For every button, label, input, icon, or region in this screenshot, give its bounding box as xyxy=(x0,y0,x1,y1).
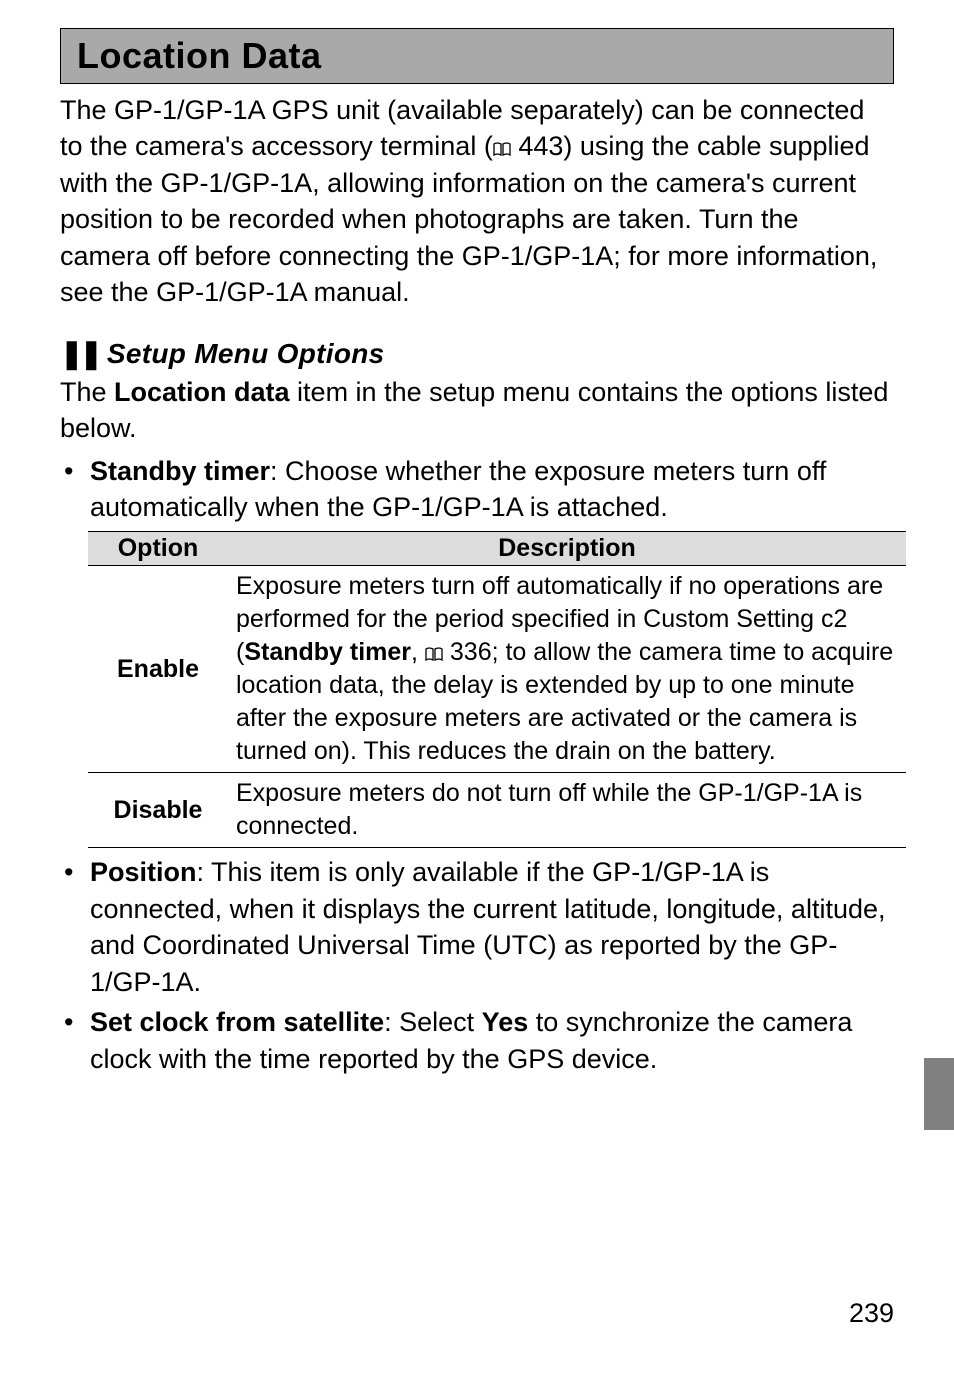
section-title: Location Data xyxy=(77,35,322,77)
page-number: 239 xyxy=(849,1298,894,1329)
enable-desc-mid1: , xyxy=(411,638,425,666)
table-row: Disable Exposure meters do not turn off … xyxy=(88,773,906,848)
bullet-standby-timer: Standby timer: Choose whether the exposu… xyxy=(60,453,894,526)
page-root: Location Data The GP-1/GP-1A GPS unit (a… xyxy=(0,28,954,1373)
desc-disable: Exposure meters do not turn off while th… xyxy=(228,773,906,848)
bullet3-bold2: Yes xyxy=(482,1007,529,1037)
bullet3-bold: Set clock from satellite xyxy=(90,1007,384,1037)
opt-enable: Enable xyxy=(88,566,228,773)
section-header-bar: Location Data xyxy=(60,28,894,84)
bullet-set-clock: Set clock from satellite: Select Yes to … xyxy=(60,1004,894,1077)
subhead-title: Setup Menu Options xyxy=(107,338,385,370)
enable-desc-bold: Standby timer xyxy=(244,638,411,666)
sub-intro-bold: Location data xyxy=(114,377,290,407)
table-header-row: Option Description xyxy=(88,532,906,566)
book-icon xyxy=(425,637,443,651)
bullet-position: Position: This item is only available if… xyxy=(60,854,894,1000)
th-description: Description xyxy=(228,532,906,566)
book-icon xyxy=(493,129,511,143)
th-option: Option xyxy=(88,532,228,566)
bullet1-bold: Standby timer xyxy=(90,456,270,486)
sub-intro-paragraph: The Location data item in the setup menu… xyxy=(60,374,894,447)
bullet2-suffix: : This item is only available if the GP-… xyxy=(90,857,886,996)
table-row: Enable Exposure meters turn off automati… xyxy=(88,566,906,773)
sub-intro-prefix: The xyxy=(60,377,114,407)
bullet-list-bottom: Position: This item is only available if… xyxy=(60,854,894,1077)
desc-enable: Exposure meters turn off automatically i… xyxy=(228,566,906,773)
bullet3-mid1: : Select xyxy=(384,1007,482,1037)
options-table: Option Description Enable Exposure meter… xyxy=(88,531,906,848)
opt-disable: Disable xyxy=(88,773,228,848)
bullet-list-top: Standby timer: Choose whether the exposu… xyxy=(60,453,894,526)
bullet2-bold: Position xyxy=(90,857,197,887)
subheading-row: ❚❚ Setup Menu Options xyxy=(60,337,894,370)
subhead-marker-icon: ❚❚ xyxy=(60,337,99,370)
side-tab xyxy=(924,1058,954,1130)
intro-paragraph: The GP-1/GP-1A GPS unit (available separ… xyxy=(60,92,894,311)
